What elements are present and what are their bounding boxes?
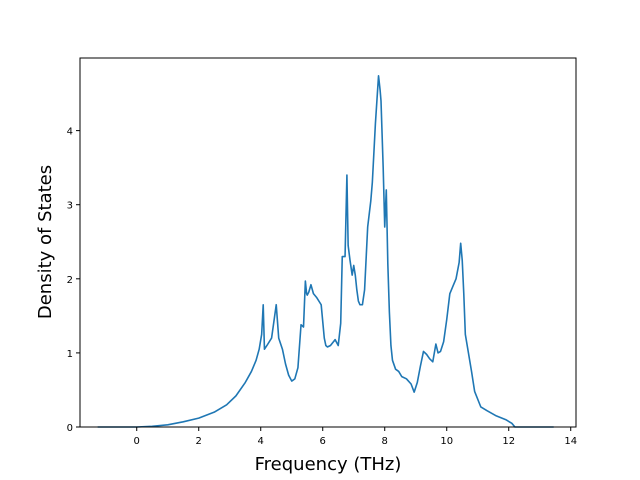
y-tick-label: 4 <box>67 127 73 138</box>
x-axis-label: Frequency (THz) <box>255 454 402 475</box>
y-tick-label: 3 <box>67 201 73 212</box>
x-tick-label: 0 <box>134 436 140 447</box>
x-tick-label: 14 <box>564 436 577 447</box>
x-tick-label: 12 <box>502 436 515 447</box>
y-tick-label: 1 <box>67 349 73 360</box>
dos-series-line-0 <box>97 74 554 428</box>
x-tick-label: 8 <box>382 436 388 447</box>
plot-frame <box>79 57 577 428</box>
y-tick-label: 0 <box>67 423 73 434</box>
y-tick-label: 2 <box>67 275 73 286</box>
x-tick-label: 6 <box>320 436 326 447</box>
y-axis-label: Density of States <box>35 165 56 319</box>
y-axis-ticks: 0 1 2 3 4 <box>67 127 80 434</box>
x-axis-ticks: 0 2 4 6 8 10 12 14 <box>134 427 577 447</box>
x-tick-label: 4 <box>258 436 264 447</box>
x-tick-label: 10 <box>440 436 453 447</box>
x-tick-label: 2 <box>196 436 202 447</box>
